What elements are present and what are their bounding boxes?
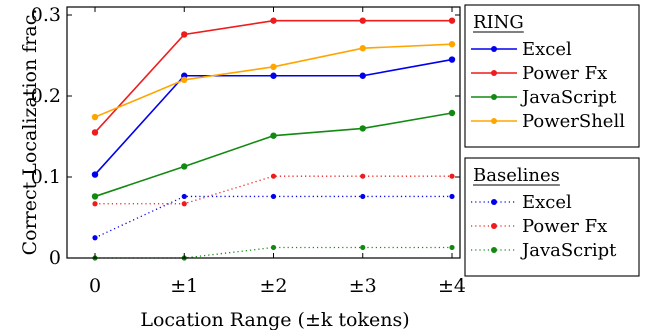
baseline-power-fx-point bbox=[449, 173, 455, 179]
ring-powershell-line bbox=[94, 43, 453, 118]
ring-javascript-line bbox=[94, 112, 453, 198]
x-tick-label: ±3 bbox=[349, 275, 377, 297]
legend-marker-excel bbox=[491, 199, 497, 205]
baseline-excel-point bbox=[92, 235, 98, 241]
baseline-excel-point bbox=[270, 193, 277, 200]
ring-javascript-point bbox=[181, 163, 188, 170]
baseline-javascript-point bbox=[449, 244, 455, 251]
x-axis-label: Location Range (±k tokens) bbox=[140, 309, 409, 330]
x-tick-label: ±4 bbox=[438, 275, 466, 297]
legend-marker-javascript bbox=[491, 94, 497, 100]
legend-label-power-fx: Power Fx bbox=[522, 216, 607, 237]
baseline-javascript-point bbox=[360, 244, 366, 251]
legend-marker-power-fx bbox=[491, 223, 497, 229]
baseline-power-fx-point bbox=[360, 173, 366, 179]
ring-power-fx-point bbox=[270, 17, 277, 24]
legend-baselines-box bbox=[464, 157, 640, 277]
ring-javascript-point bbox=[448, 109, 456, 117]
ring-powershell-point bbox=[270, 63, 277, 71]
legend-marker-excel bbox=[491, 46, 497, 52]
baseline-excel-point bbox=[360, 193, 366, 200]
legend-label-powershell: PowerShell bbox=[522, 111, 625, 132]
ring-powershell-point bbox=[359, 45, 366, 52]
baseline-javascript-point bbox=[270, 244, 277, 251]
ring-powershell-point bbox=[448, 40, 456, 48]
legend-marker-power-fx bbox=[491, 70, 497, 76]
legend-label-javascript: JavaScript bbox=[520, 240, 617, 261]
legend-marker-powershell bbox=[491, 118, 497, 124]
ring-power-fx-point bbox=[448, 17, 456, 24]
legend-label-javascript: JavaScript bbox=[520, 87, 617, 108]
baseline-power-fx-point bbox=[181, 201, 187, 207]
ring-javascript-point bbox=[91, 193, 99, 200]
ring-power-fx-point bbox=[91, 129, 99, 136]
baseline-power-fx-point bbox=[270, 173, 277, 179]
ring-power-fx-point bbox=[181, 31, 188, 38]
x-tick-label: ±2 bbox=[259, 275, 287, 297]
plot-frame bbox=[66, 6, 461, 259]
y-tick-label: 0.1 bbox=[31, 166, 61, 188]
y-axis-label: Correct Localization frac. bbox=[19, 9, 41, 256]
ring-javascript-point bbox=[270, 132, 277, 139]
baseline-power-fx-point bbox=[92, 201, 98, 207]
legends: RING Excel Power Fx JavaScript PowerShell Bas… bbox=[464, 4, 640, 277]
y-tick-label: 0 bbox=[49, 247, 61, 269]
legend-label-power-fx: Power Fx bbox=[522, 63, 607, 84]
baseline-excel-point bbox=[181, 193, 187, 200]
ring-powershell-point bbox=[181, 76, 188, 84]
ring-javascript-point bbox=[359, 125, 366, 132]
baseline-power-fx-line bbox=[95, 175, 452, 205]
y-tick-label: 0.2 bbox=[31, 85, 61, 107]
legend-ring-title: RING bbox=[473, 12, 524, 33]
x-tick-label: 0 bbox=[89, 275, 101, 297]
ring-power-fx-point bbox=[359, 17, 366, 24]
ring-powershell-point bbox=[91, 113, 99, 121]
ring-excel-point bbox=[91, 171, 99, 178]
x-tick-label: ±1 bbox=[170, 275, 198, 297]
y-tick-label: 0.3 bbox=[31, 4, 61, 26]
ring-excel-point bbox=[270, 72, 277, 79]
ring-excel-point bbox=[448, 56, 456, 63]
baseline-excel-line bbox=[94, 195, 452, 239]
legend-label-excel: Excel bbox=[522, 39, 572, 60]
ring-excel-point bbox=[359, 72, 366, 79]
legend-label-excel: Excel bbox=[522, 192, 572, 213]
legend-marker-javascript bbox=[491, 247, 497, 253]
legend-baselines-title: Baselines bbox=[473, 165, 560, 186]
axes: 0 ±1 ±2 ±3 ±4 0 0.1 0.2 0.3 bbox=[31, 4, 466, 297]
plot-area bbox=[91, 17, 456, 261]
baseline-excel-point bbox=[449, 193, 455, 200]
